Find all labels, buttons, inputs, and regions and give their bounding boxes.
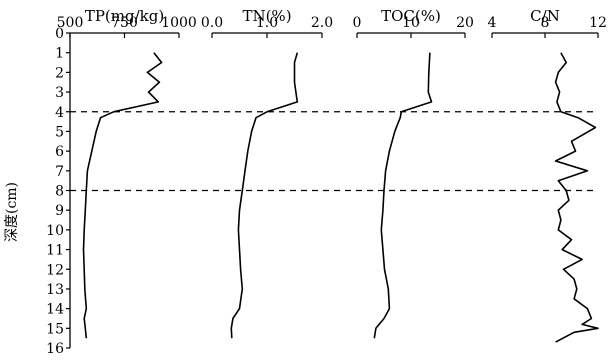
depth-tick-label: 2 bbox=[55, 65, 64, 81]
panel-x-tick-label: 1.0 bbox=[256, 15, 278, 31]
depth-tick-label: 11 bbox=[46, 243, 64, 259]
depth-tick-label: 3 bbox=[55, 85, 64, 101]
depth-tick-label: 1 bbox=[55, 46, 64, 62]
depth-tick-label: 6 bbox=[55, 144, 64, 160]
panel-x-tick-label: 0 bbox=[353, 15, 362, 31]
panel-2: TOC(%) 0 10 20 bbox=[353, 7, 474, 339]
panel-x-tick-label: 12 bbox=[589, 15, 607, 31]
depth-tick-label: 13 bbox=[46, 282, 64, 298]
panel-0: TP(mg/kg)500 750 1000 bbox=[57, 7, 197, 339]
depth-tick-label: 12 bbox=[46, 262, 64, 278]
panel-x-tick-label: 0.0 bbox=[201, 15, 223, 31]
panel-3: C/N 4 8 12 bbox=[488, 7, 607, 343]
panel-x-tick-label: 500 bbox=[57, 15, 84, 31]
depth-tick-label: 15 bbox=[46, 321, 64, 337]
panel-x-tick-label: 8 bbox=[541, 15, 550, 31]
panel-x-tick-label: 10 bbox=[402, 15, 420, 31]
panel-title: TOC(%) bbox=[381, 7, 441, 25]
depth-tick-label: 0 bbox=[55, 26, 64, 42]
depth-tick-label: 5 bbox=[55, 124, 64, 140]
reference-lines bbox=[70, 111, 598, 192]
panel-title: TN(%) bbox=[242, 7, 291, 25]
y-axis-label: 深度(cm) bbox=[4, 182, 20, 242]
panel-profile-line bbox=[554, 52, 599, 343]
panel-x-tick-label: 2.0 bbox=[311, 15, 333, 31]
panel-x-tick-label: 4 bbox=[488, 15, 497, 31]
panel-profile-line bbox=[82, 52, 163, 339]
depth-tick-label: 8 bbox=[55, 184, 64, 200]
depth-tick-label: 10 bbox=[46, 223, 64, 239]
panel-title: C/N bbox=[530, 7, 560, 25]
panel-x-tick-label: 20 bbox=[456, 15, 474, 31]
depth-tick-label: 14 bbox=[46, 302, 64, 318]
panel-x-tick-label: 1000 bbox=[161, 15, 197, 31]
depth-tick-label: 4 bbox=[55, 105, 64, 121]
panel-x-tick-label: 750 bbox=[111, 15, 138, 31]
depth-tick-label: 9 bbox=[55, 203, 64, 219]
panel-profile-line bbox=[230, 52, 299, 339]
depth-tick-label: 16 bbox=[46, 341, 64, 357]
depth-tick-label: 7 bbox=[55, 164, 64, 180]
panel-1: TN(%) 0.0 1.0 2.0 bbox=[201, 7, 333, 339]
panel-profile-line bbox=[373, 52, 433, 339]
panel-title: TP(mg/kg) bbox=[85, 7, 164, 25]
chart-panels: TP(mg/kg)500 750 1000 TN(%)0.0 1.0 2.0 TOC(%)0… bbox=[57, 7, 607, 343]
